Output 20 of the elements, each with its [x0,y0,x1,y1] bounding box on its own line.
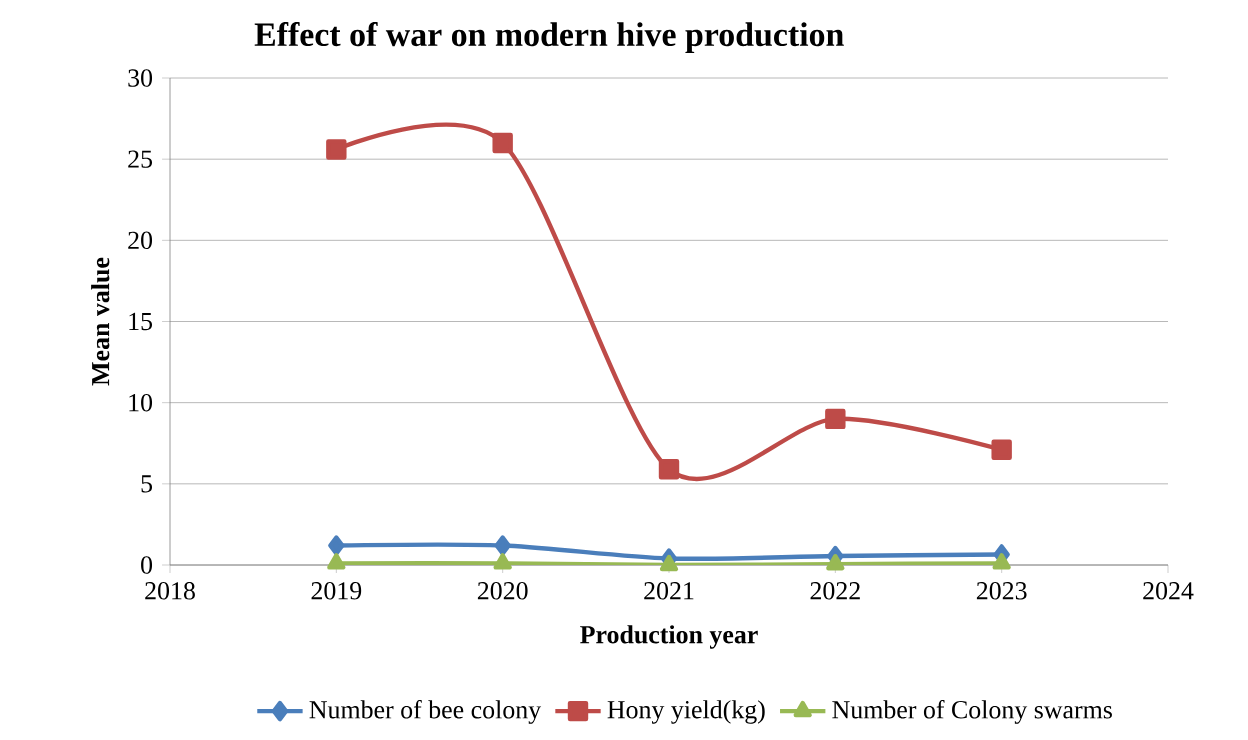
x-tick-label: 2021 [644,582,694,600]
x-axis-title: Production year [580,625,758,649]
y-tick-label: 0 [141,556,153,574]
y-axis-title: Mean value [91,257,110,386]
x-tick-label: 2024 [1143,582,1194,600]
y-tick-label: 30 [128,69,153,87]
y-tick-label: 10 [129,393,153,412]
legend-label: Number of Colony swarms [832,700,1112,724]
y-tick-label: 20 [128,231,153,250]
y-tick-label: 5 [141,475,153,493]
x-tick-label: 2020 [477,582,528,600]
y-tick-label: 25 [128,150,153,168]
x-tick-label: 2019 [311,582,362,600]
x-tick-label: 2022 [810,582,860,600]
x-tick-label: 2023 [976,582,1027,600]
y-tick-label: 15 [129,312,153,331]
x-tick-label: 2018 [145,582,195,600]
chart-title: Effect of war on modern hive production [254,21,844,54]
legend-label: Hony yield(kg) [607,700,765,724]
legend-label: Number of bee colony [309,700,542,724]
